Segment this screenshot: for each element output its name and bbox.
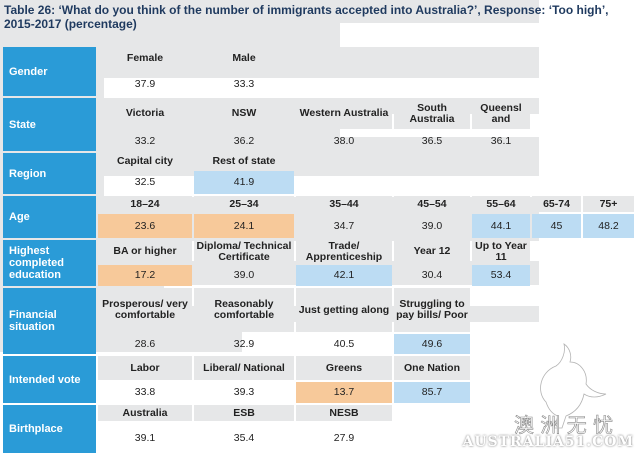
column-header: Struggling to pay bills/ Poor <box>394 288 470 332</box>
value-cell: 23.6 <box>98 214 192 238</box>
value-cell: 13.7 <box>296 382 392 403</box>
table-title: Table 26: ‘What do you think of the numb… <box>4 3 609 31</box>
column-header: Capital city <box>98 153 192 169</box>
value-cell: 40.5 <box>333 337 355 350</box>
value-cell: 41.9 <box>194 171 294 194</box>
column-header: BA or higher <box>98 240 192 263</box>
value-cell: 34.7 <box>333 219 355 232</box>
row-label: Highest completed education <box>3 240 96 286</box>
row-label: Financial situation <box>3 288 96 354</box>
header-row-bg <box>0 0 539 23</box>
column-header: 65-74 <box>532 196 581 212</box>
row-label: Age <box>3 196 96 238</box>
column-header: Liberal/ National <box>194 356 294 380</box>
column-header: Up to Year 11 <box>472 240 530 263</box>
column-header: ESB <box>194 405 294 421</box>
column-header: Female <box>98 47 192 70</box>
value-cell: 45 <box>532 214 581 238</box>
value-cell: 33.8 <box>134 386 156 398</box>
column-header: Just getting along <box>296 288 392 332</box>
column-header: Diploma/ Technical Certificate <box>194 240 294 263</box>
column-header: 18–24 <box>98 196 192 212</box>
value-cell: 36.2 <box>233 134 255 147</box>
column-header: 55–64 <box>472 196 530 212</box>
value-cell: 37.9 <box>134 77 156 90</box>
row-label: State <box>3 98 96 151</box>
value-cell: 38.0 <box>333 134 355 147</box>
row-label: Gender <box>3 47 96 96</box>
value-cell: 44.1 <box>472 214 530 238</box>
value-cell: 39.0 <box>421 219 443 232</box>
value-cell: 53.4 <box>472 265 530 286</box>
row-label: Intended vote <box>3 356 96 403</box>
column-header: Male <box>194 47 294 70</box>
column-header: 35–44 <box>296 196 392 212</box>
row-label: Region <box>3 153 96 194</box>
column-header: Rest of state <box>194 153 294 169</box>
value-cell: 85.7 <box>394 382 470 403</box>
value-cell: 33.2 <box>134 134 156 147</box>
value-cell: 36.5 <box>421 134 443 147</box>
column-header: 25–34 <box>194 196 294 212</box>
header-row-bg <box>0 137 539 153</box>
svg-text:澳 洲 无 忧: 澳 洲 无 忧 <box>514 413 613 437</box>
column-header: Victoria <box>98 98 192 129</box>
value-cell: 17.2 <box>98 265 192 286</box>
column-header: Greens <box>296 356 392 380</box>
column-header: Labor <box>98 356 192 380</box>
value-cell: 36.1 <box>490 134 512 147</box>
column-header: NESB <box>296 405 392 421</box>
value-cell: 32.5 <box>134 176 156 188</box>
value-cell: 42.1 <box>296 265 392 286</box>
value-cell: 39.0 <box>233 269 255 281</box>
value-cell: 24.1 <box>194 214 294 238</box>
value-cell: 48.2 <box>583 214 634 238</box>
column-header: Queensl and <box>472 98 530 129</box>
value-cell: 39.3 <box>233 386 255 398</box>
value-cell: 35.4 <box>233 431 255 444</box>
column-header: One Nation <box>394 356 470 380</box>
column-header: 75+ <box>583 196 634 212</box>
row-label: Birthplace <box>3 405 96 453</box>
empty-cell-bg <box>0 23 340 47</box>
kangaroo-watermark-icon: 澳 洲 无 忧 <box>514 343 613 437</box>
column-header: Prosperous/ very comfortable <box>98 288 192 332</box>
value-cell: 33.3 <box>233 77 255 90</box>
value-cell: 39.1 <box>134 431 156 444</box>
column-header: Australia <box>98 405 192 421</box>
value-cell: 30.4 <box>421 269 443 281</box>
column-header: NSW <box>194 98 294 129</box>
column-header: South Australia <box>394 98 470 129</box>
column-header: Year 12 <box>394 240 470 263</box>
watermark-text: AUSTRALIA51.COM <box>462 434 634 450</box>
value-cell: 27.9 <box>333 431 355 444</box>
column-header: 45–54 <box>394 196 470 212</box>
value-cell: 32.9 <box>233 337 255 350</box>
value-cell: 49.6 <box>394 334 470 354</box>
column-header: Western Australia <box>296 98 392 129</box>
value-cell: 28.6 <box>134 337 156 350</box>
column-header: Reasonably comfortable <box>194 288 294 332</box>
column-header: Trade/ Apprenticeship <box>296 240 392 263</box>
